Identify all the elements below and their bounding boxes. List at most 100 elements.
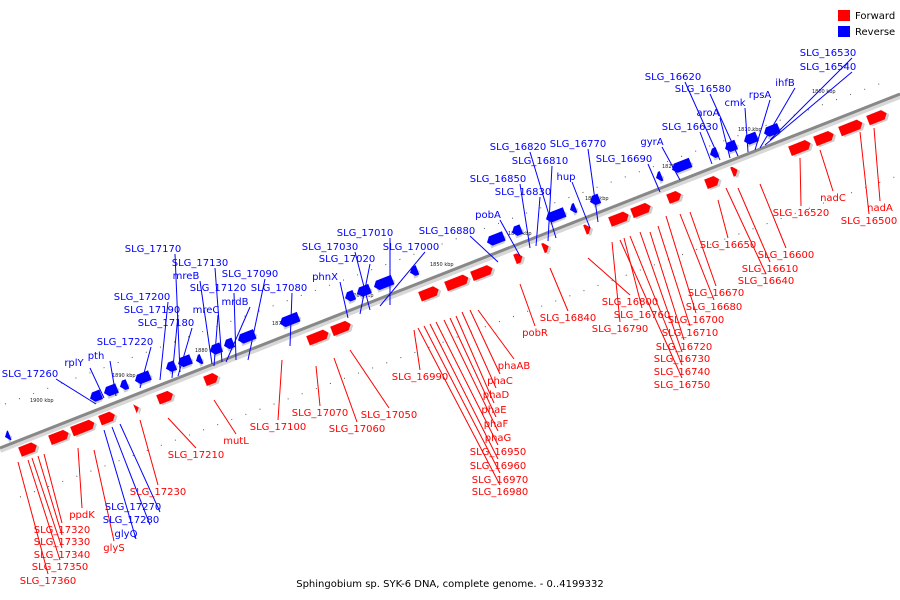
reverse-gene-label: gyrA xyxy=(640,137,663,148)
forward-gene xyxy=(98,411,118,427)
reverse-gene-leader xyxy=(119,423,161,513)
reverse-gene-leader xyxy=(684,81,721,161)
forward-gene-leader xyxy=(639,231,683,353)
forward-gene-label: SLG_17330 xyxy=(34,537,90,548)
gene-arrow xyxy=(210,342,223,355)
reverse-gene-leader xyxy=(719,117,731,159)
reverse-gene-label: SLG_17180 xyxy=(138,318,194,329)
reverse-gene-leader xyxy=(199,280,213,365)
forward-gene-label: SLG_16700 xyxy=(668,315,724,326)
gene-arrow xyxy=(788,140,811,156)
reverse-gene-label: SLG_17270 xyxy=(105,502,161,513)
gene-arrow xyxy=(306,329,329,346)
reverse-gene xyxy=(590,193,602,208)
forward-gene-label: glyS xyxy=(103,543,124,554)
reverse-gene-leader xyxy=(769,57,853,141)
forward-gene xyxy=(704,176,722,191)
forward-gene-leader xyxy=(679,213,715,301)
reverse-gene-label: mrdB xyxy=(222,297,249,308)
forward-gene xyxy=(583,224,594,236)
tick-label: 1890 kbp xyxy=(112,373,136,379)
gene-arrow xyxy=(838,119,863,137)
reverse-gene-leader xyxy=(529,151,557,239)
reverse-gene xyxy=(166,360,178,375)
reverse-gene-leader xyxy=(499,219,521,257)
gene-arrow xyxy=(630,202,651,219)
gene-arrow xyxy=(374,274,395,291)
reverse-gene xyxy=(196,354,205,367)
reverse-gene-leader xyxy=(519,183,531,249)
forward-gene-label: nadC xyxy=(820,193,846,204)
forward-gene-leader xyxy=(349,349,390,409)
forward-gene xyxy=(203,373,221,388)
forward-gene xyxy=(18,442,40,458)
forward-gene-label: SLG_16840 xyxy=(540,313,596,324)
reverse-gene-leader xyxy=(764,71,853,146)
reverse-gene-label: SLG_17130 xyxy=(172,258,228,269)
forward-gene-label: phaF xyxy=(484,419,509,430)
forward-gene xyxy=(306,329,332,347)
reverse-gene-label: pth xyxy=(88,351,105,362)
forward-gene-leader xyxy=(449,317,497,418)
reverse-gene-leader xyxy=(214,267,223,363)
forward-gene-leader xyxy=(737,187,771,263)
forward-gene-label: phaC xyxy=(487,376,513,387)
forward-gene-leader xyxy=(469,309,501,375)
gene-arrow xyxy=(203,373,219,387)
forward-gene-leader xyxy=(689,211,717,287)
reverse-gene-leader xyxy=(174,253,181,373)
forward-gene-leader xyxy=(315,365,321,407)
forward-gene-label: mutL xyxy=(223,436,249,447)
forward-gene-leader xyxy=(873,127,881,202)
reverse-gene-leader xyxy=(247,278,266,361)
forward-gene-label: SLG_16640 xyxy=(738,276,794,287)
forward-gene xyxy=(133,404,142,415)
reverse-gene-label: aroA xyxy=(697,108,720,119)
forward-gene-label: SLG_17050 xyxy=(361,410,417,421)
forward-gene-leader xyxy=(759,183,787,249)
forward-gene-leader xyxy=(77,447,83,509)
forward-gene-label: SLG_17210 xyxy=(168,450,224,461)
gene-arrow xyxy=(672,157,693,173)
forward-gene xyxy=(48,429,72,447)
forward-gene-leader xyxy=(167,417,197,449)
forward-gene xyxy=(730,166,741,178)
gene-arrow xyxy=(546,207,567,223)
reverse-gene-label: SLG_17030 xyxy=(302,242,358,253)
forward-gene-leader xyxy=(657,225,691,327)
forward-gene-label: SLG_16990 xyxy=(392,372,448,383)
legend-forward-swatch xyxy=(838,10,850,21)
reverse-gene xyxy=(90,389,104,405)
reverse-gene-leader xyxy=(359,263,371,315)
gene-arrow xyxy=(418,286,439,302)
forward-gene-label: SLG_16760 xyxy=(614,310,670,321)
forward-gene-leader xyxy=(819,149,834,192)
forward-gene xyxy=(444,274,471,293)
reverse-gene-label: SLG_17170 xyxy=(125,244,181,255)
forward-gene-leader xyxy=(277,359,283,421)
forward-gene-label: SLG_16680 xyxy=(686,302,742,313)
reverse-gene-leader xyxy=(339,281,349,319)
reverse-gene-leader xyxy=(89,367,105,399)
forward-gene-label: phaD xyxy=(483,390,510,401)
reverse-gene xyxy=(487,231,507,249)
legend-reverse-swatch xyxy=(838,26,850,37)
reverse-gene-label: SLG_17080 xyxy=(251,283,307,294)
forward-gene xyxy=(330,320,354,338)
reverse-gene-label: pobA xyxy=(475,210,501,221)
forward-gene-label: nadA xyxy=(867,203,893,214)
forward-gene-leader xyxy=(93,449,115,542)
forward-gene-label: SLG_17340 xyxy=(34,550,90,561)
forward-gene-leader xyxy=(417,327,501,486)
reverse-gene-leader xyxy=(709,93,739,157)
tick-label: 1810 kbp xyxy=(738,127,762,133)
reverse-gene-leader xyxy=(111,426,151,526)
forward-gene-label: SLG_17320 xyxy=(34,525,90,536)
forward-gene-label: SLG_16600 xyxy=(758,250,814,261)
reverse-gene-label: SLG_16530 xyxy=(800,48,856,59)
gene-arrow xyxy=(5,430,12,441)
reverse-gene-leader xyxy=(744,107,749,153)
reverse-gene-label: SLG_17220 xyxy=(97,337,153,348)
